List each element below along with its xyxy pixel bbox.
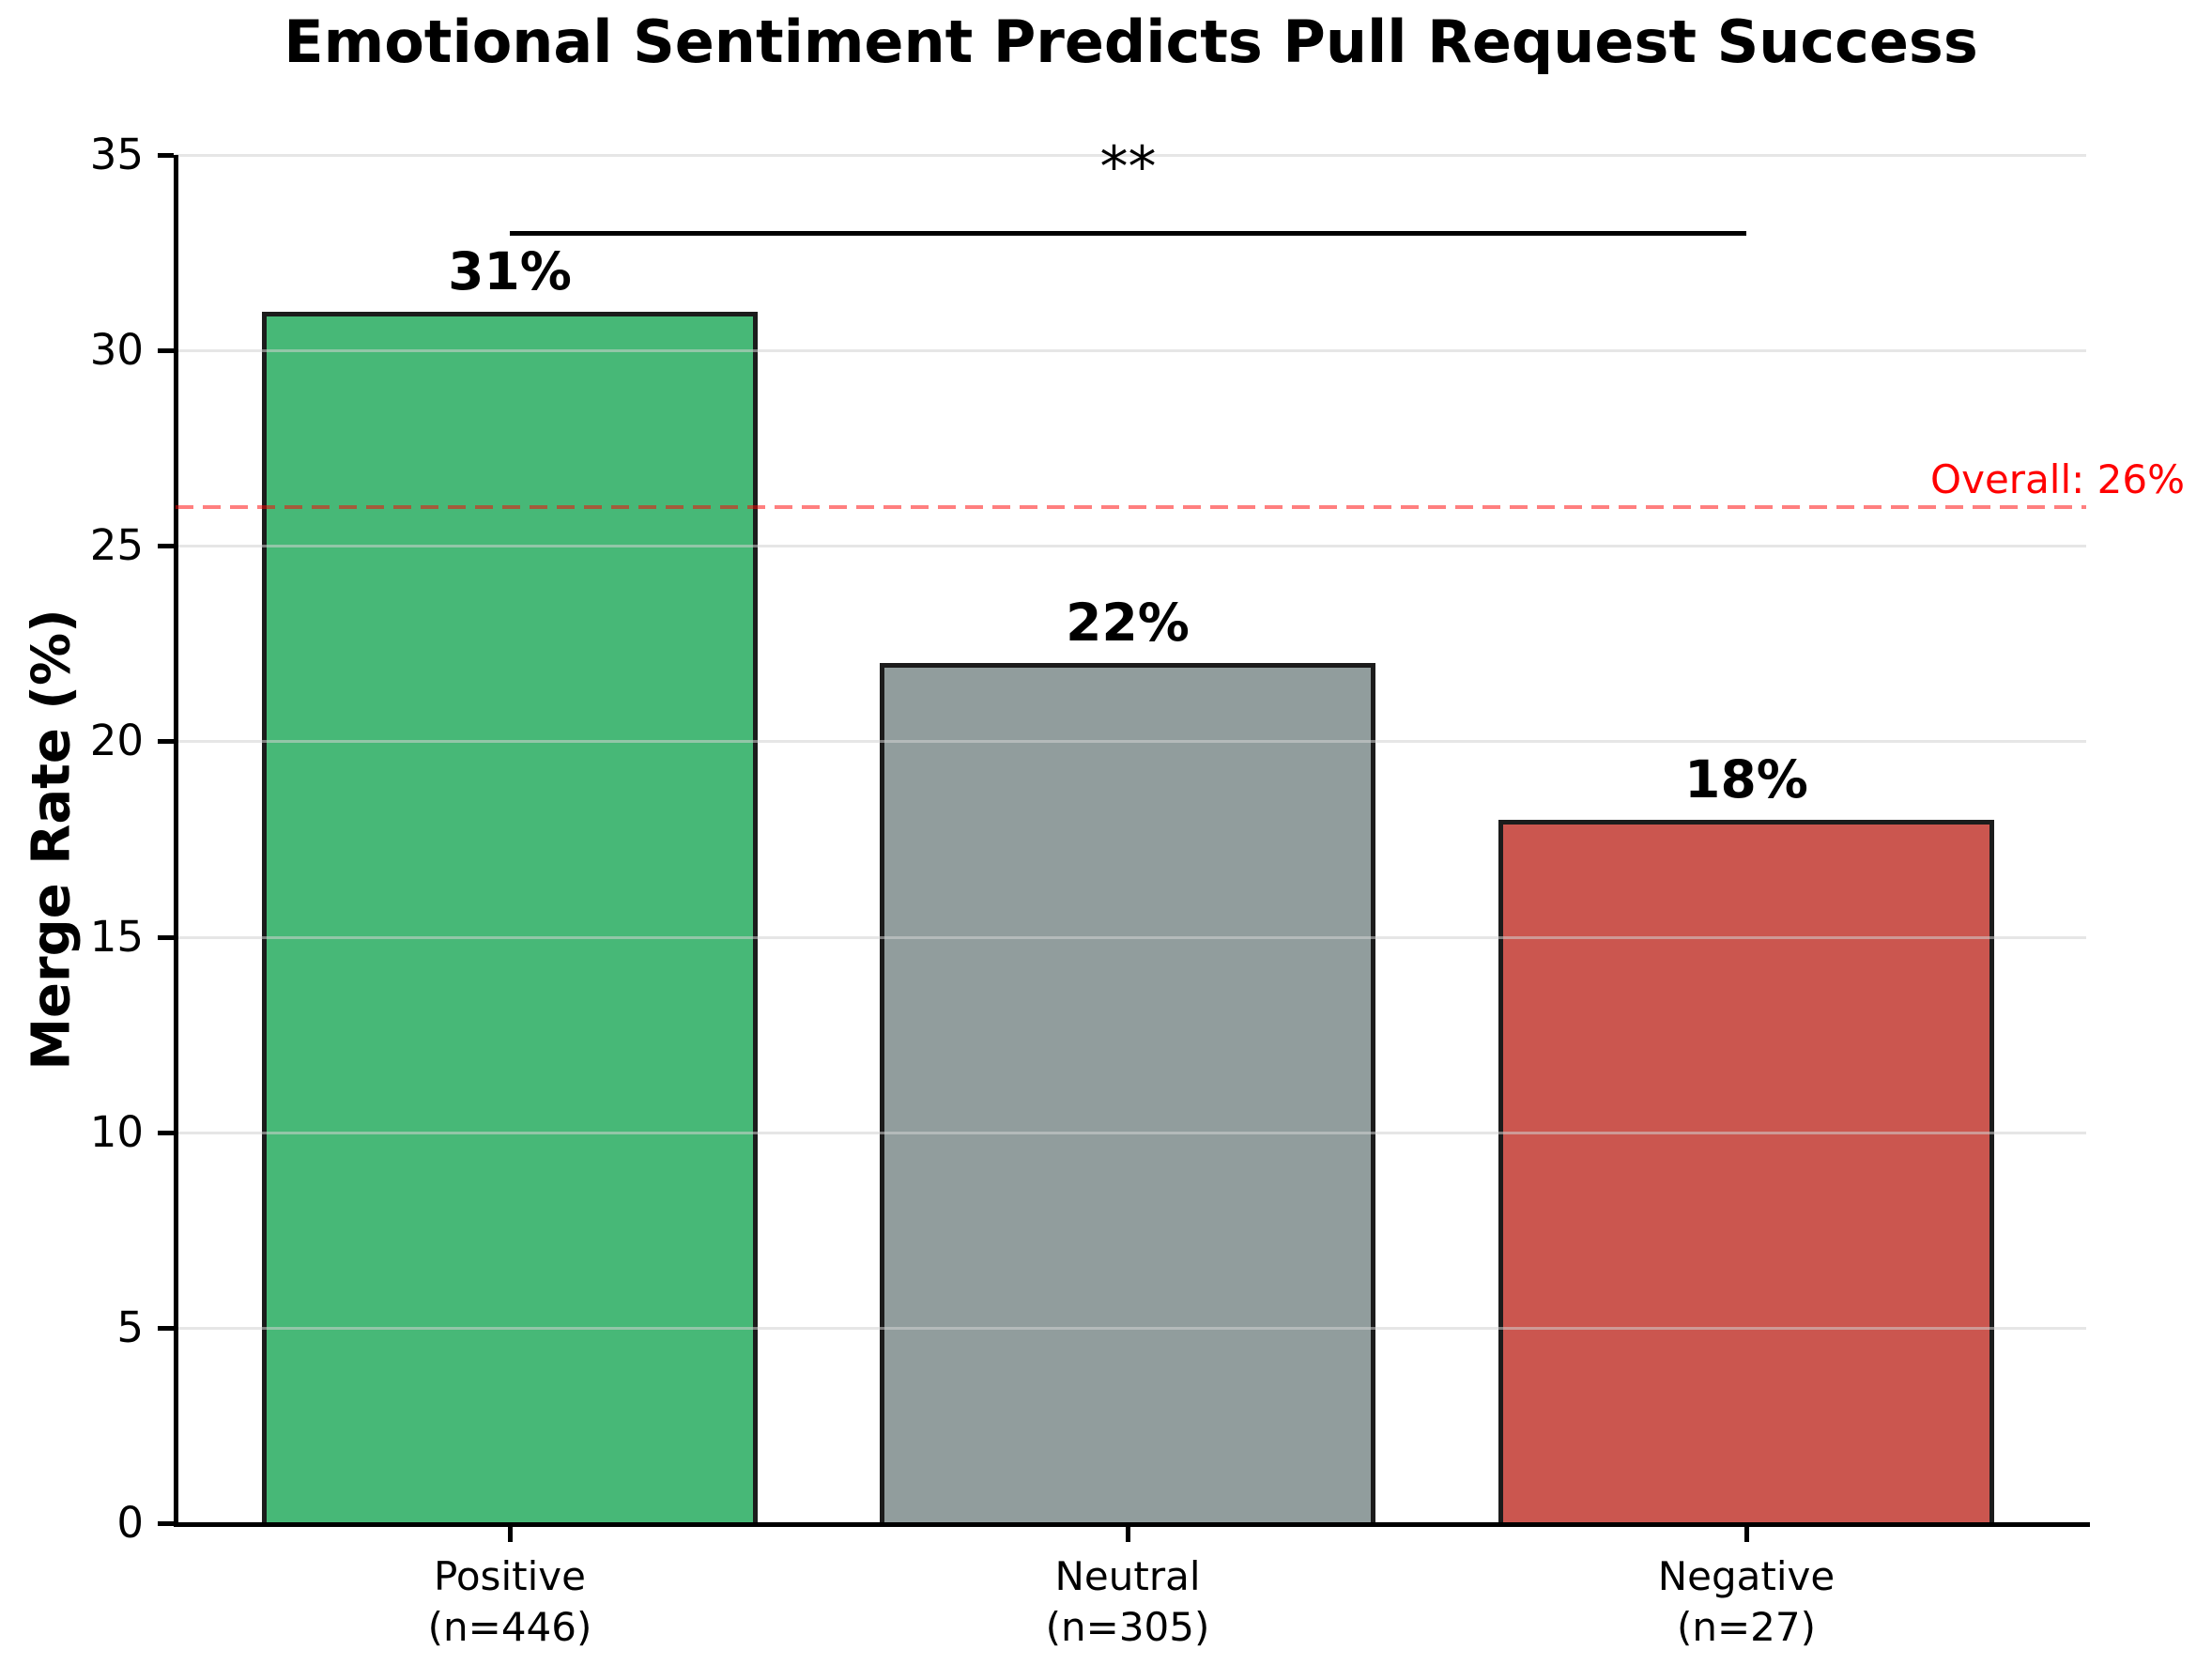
y-tick-mark-25 (158, 544, 174, 549)
y-tick-mark-10 (158, 1130, 174, 1135)
bar-value-label-negative: 18% (1684, 748, 1808, 809)
gridline-10 (176, 1131, 2086, 1134)
y-tick-label-10: 10 (89, 1106, 144, 1157)
bar-value-label-positive: 31% (448, 240, 572, 301)
x-tick-mark-positive (508, 1527, 513, 1542)
gridline-30 (176, 349, 2086, 353)
y-tick-mark-15 (158, 934, 174, 940)
gridline-25 (176, 545, 2086, 548)
x-tick-mark-negative (1744, 1527, 1749, 1542)
x-axis-spine (174, 1522, 2090, 1527)
overall-mean-line (176, 504, 2086, 509)
bar-negative (1498, 819, 1994, 1527)
y-tick-mark-30 (158, 348, 174, 354)
y-tick-mark-20 (158, 739, 174, 745)
x-tick-label-negative: Negative (n=27) (1657, 1553, 1836, 1650)
x-tick-label-positive: Positive (n=446) (427, 1553, 592, 1650)
significance-bracket-line (510, 231, 1746, 237)
overall-mean-label: Overall: 26% (1930, 456, 2185, 502)
x-tick-mark-neutral (1126, 1527, 1130, 1542)
y-tick-label-5: 5 (116, 1302, 144, 1352)
y-tick-label-20: 20 (89, 716, 144, 766)
gridline-35 (176, 154, 2086, 157)
y-tick-label-0: 0 (116, 1498, 144, 1548)
gridline-15 (176, 935, 2086, 939)
bar-value-label-neutral: 22% (1066, 593, 1190, 654)
x-tick-label-neutral: Neutral (n=305) (1045, 1553, 1210, 1650)
bar-neutral (880, 663, 1375, 1527)
y-tick-mark-35 (158, 153, 174, 158)
significance-stars: ** (1099, 134, 1157, 200)
chart-title: Emotional Sentiment Predicts Pull Reques… (284, 8, 1978, 76)
y-axis-label: Merge Rate (%) (21, 609, 83, 1071)
bar-positive (262, 311, 758, 1527)
y-axis-spine (174, 155, 178, 1526)
y-tick-label-15: 15 (89, 911, 144, 962)
gridline-20 (176, 740, 2086, 744)
y-tick-label-35: 35 (89, 130, 144, 179)
y-tick-mark-5 (158, 1325, 174, 1331)
y-tick-label-25: 25 (89, 520, 144, 571)
y-tick-mark-0 (158, 1521, 174, 1526)
gridline-5 (176, 1326, 2086, 1330)
y-tick-label-30: 30 (89, 325, 144, 376)
